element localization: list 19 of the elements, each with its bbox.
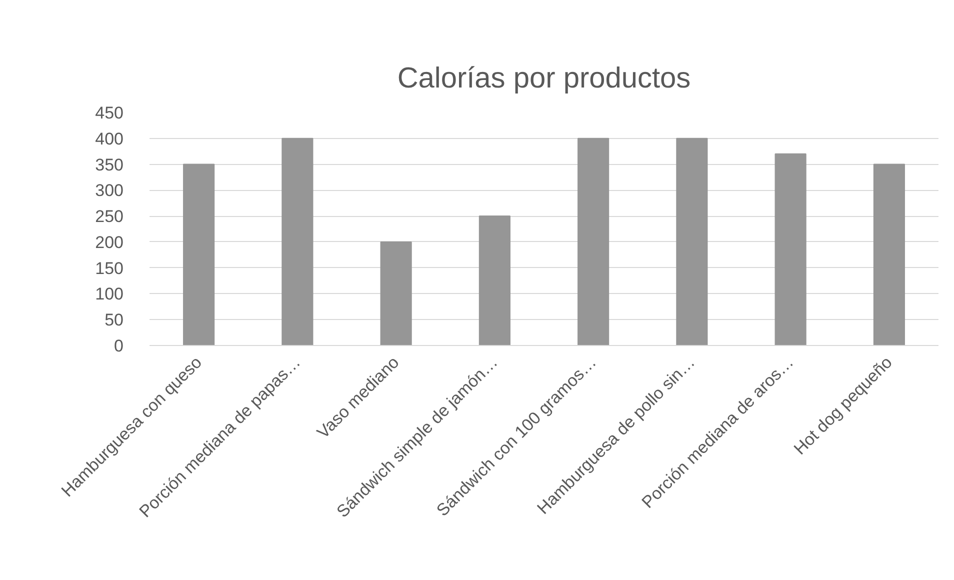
bar (282, 138, 314, 346)
y-tick-label: 200 (95, 232, 124, 252)
y-tick-label: 250 (95, 207, 124, 226)
bar (873, 164, 905, 346)
y-tick-label: 300 (95, 181, 124, 200)
bar (380, 241, 412, 346)
chart-title: Calorías por productos (397, 62, 691, 94)
y-tick-label: 150 (95, 258, 124, 278)
y-tick-label: 350 (95, 155, 124, 174)
y-tick-label: 100 (95, 284, 124, 304)
y-tick-label: 450 (95, 104, 124, 122)
bar (183, 164, 215, 346)
bar (774, 153, 806, 346)
bar (676, 138, 708, 346)
y-tick-label: 0 (114, 336, 124, 356)
y-tick-label: 50 (104, 310, 124, 330)
y-tick-label: 400 (95, 129, 124, 148)
bar (578, 138, 610, 346)
bar (478, 216, 510, 346)
